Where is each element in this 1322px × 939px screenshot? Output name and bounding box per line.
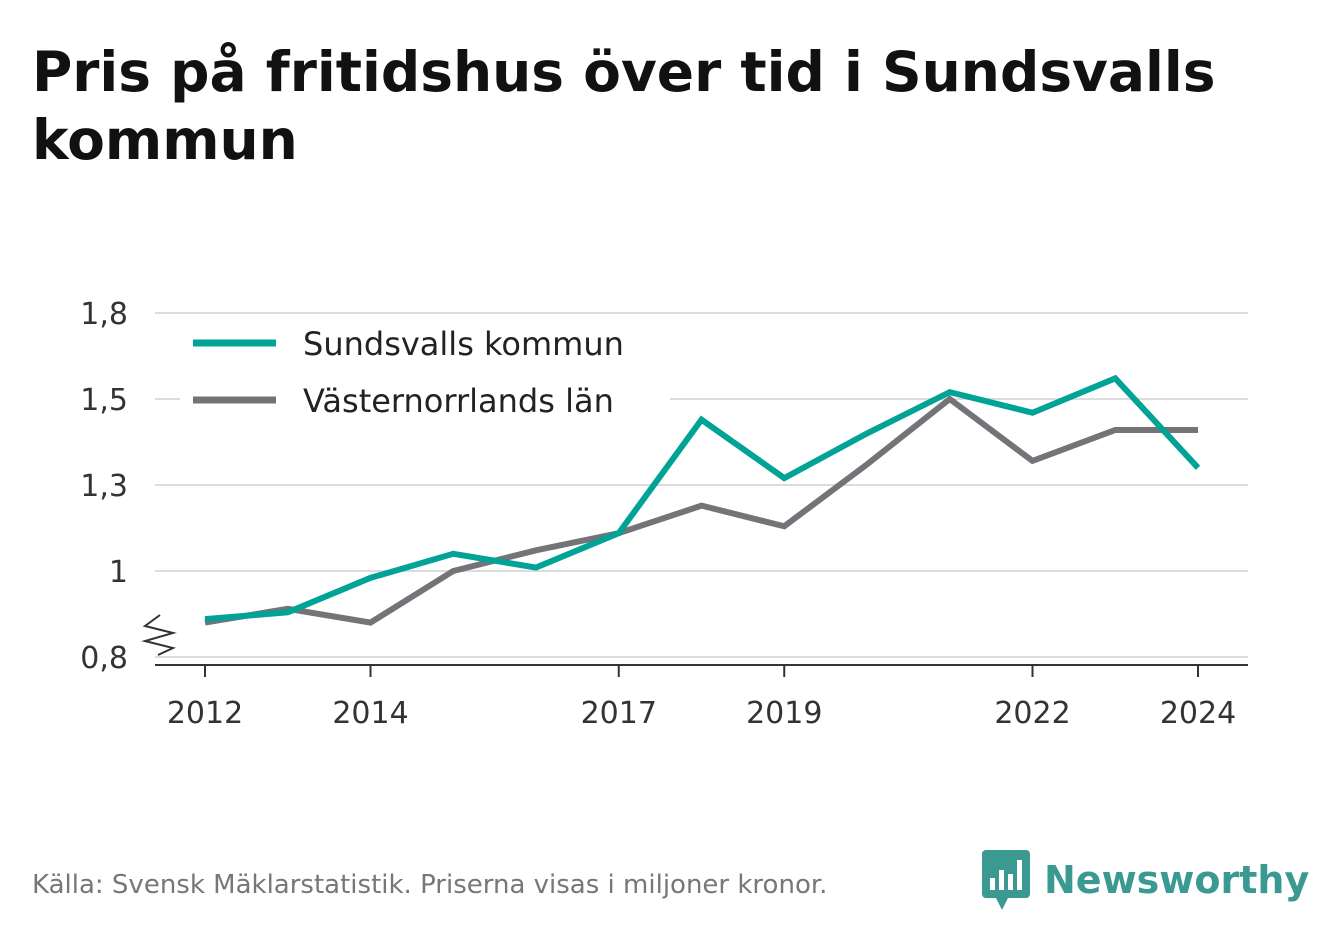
- x-tick-label: 2024: [1160, 696, 1236, 731]
- y-tick-label: 0,8: [80, 641, 128, 676]
- x-tick-label: 2017: [581, 696, 657, 731]
- legend-label: Sundsvalls kommun: [303, 325, 624, 363]
- legend-label: Västernorrlands län: [303, 382, 614, 420]
- x-tick-label: 2019: [746, 696, 822, 731]
- x-tick-label: 2012: [167, 696, 243, 731]
- brand-logo: Newsworthy: [982, 848, 1309, 912]
- bar-chart-icon: [982, 850, 1030, 910]
- source-note: Källa: Svensk Mäklarstatistik. Priserna …: [32, 870, 828, 900]
- axes: 0,8 1 1,3 1,5 1,8 2012 2014 2017 2019 2022 2024: [80, 297, 1248, 731]
- y-tick-label: 1,5: [80, 383, 128, 418]
- legend: Sundsvalls kommun Västernorrlands län: [180, 318, 670, 436]
- y-tick-label: 1,3: [80, 469, 128, 504]
- y-tick-label: 1,8: [80, 297, 128, 332]
- chart-title: Pris på fritidshus över tid i Sundsvalls…: [32, 40, 1216, 172]
- brand-name: Newsworthy: [1044, 858, 1310, 902]
- legend-background: [180, 318, 670, 436]
- y-tick-label: 1: [109, 555, 128, 590]
- x-tick-label: 2022: [994, 696, 1070, 731]
- series-lines: [204, 374, 1201, 626]
- series-line-vasternorrlands-lan: [204, 395, 1198, 626]
- series-line-sundsvalls-kommun: [204, 374, 1201, 623]
- x-tick-label: 2014: [332, 696, 408, 731]
- axis-break-icon: [141, 614, 177, 656]
